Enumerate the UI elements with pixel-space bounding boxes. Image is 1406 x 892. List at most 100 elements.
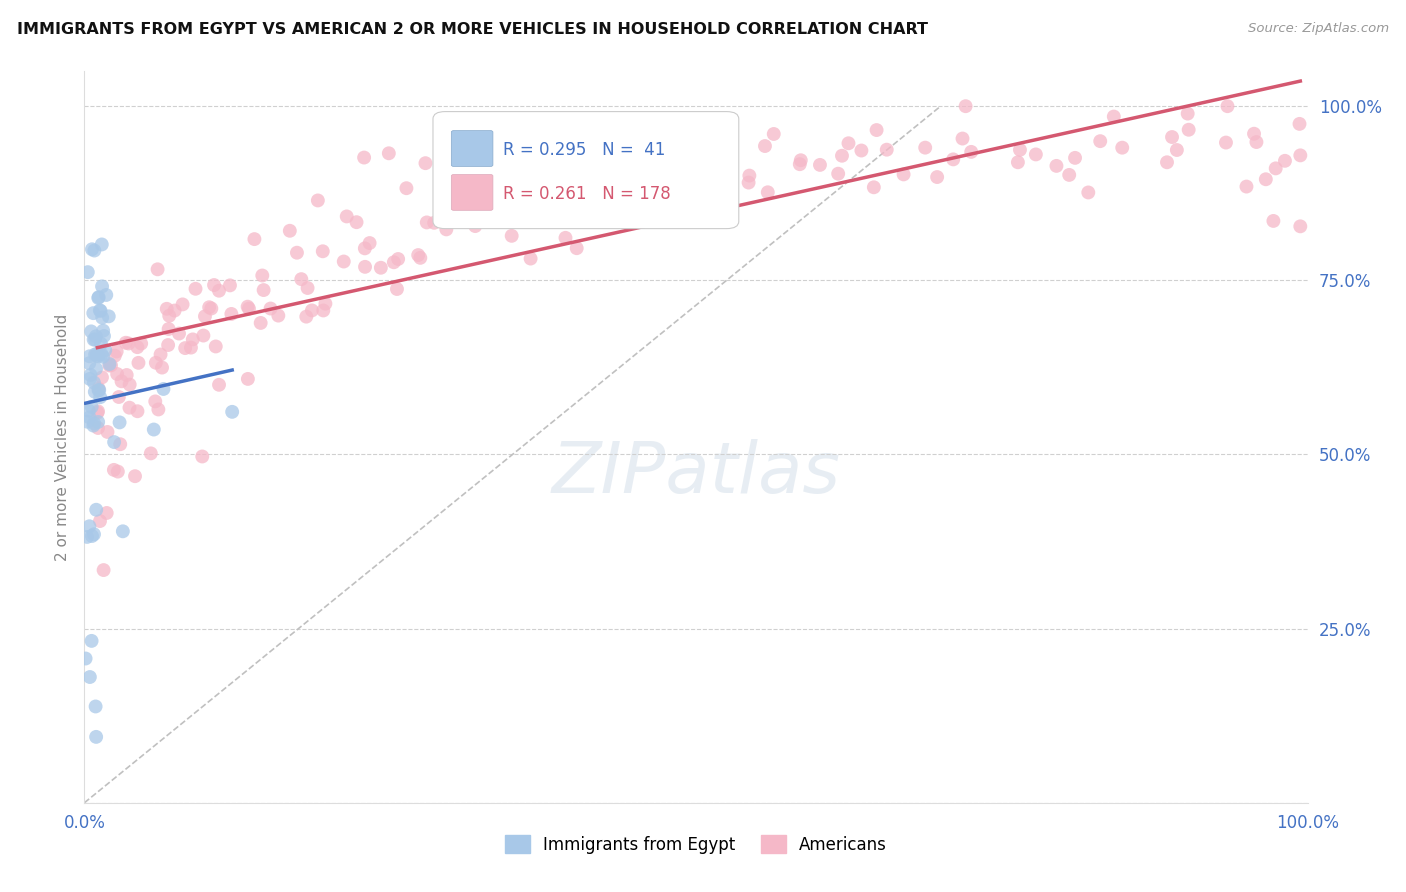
Americans (415, 156, 437, 170)
Americans (654, 153, 676, 167)
Immigrants from Egypt (84, 699, 107, 714)
Americans (789, 157, 811, 171)
Americans (353, 151, 375, 165)
Americans (114, 335, 136, 350)
Americans (194, 310, 217, 324)
Americans (267, 309, 290, 323)
FancyBboxPatch shape (451, 130, 494, 167)
Americans (105, 344, 128, 359)
Immigrants from Egypt (86, 349, 108, 363)
Americans (893, 168, 915, 182)
Immigrants from Egypt (96, 288, 118, 302)
Americans (851, 144, 873, 158)
Americans (464, 219, 486, 233)
Americans (219, 278, 242, 293)
Americans (172, 297, 194, 311)
Americans (117, 336, 139, 351)
Americans (156, 301, 179, 316)
Americans (484, 162, 506, 177)
Americans (1057, 168, 1080, 182)
Americans (1264, 161, 1286, 176)
Immigrants from Egypt (76, 530, 98, 544)
Americans (314, 296, 336, 310)
Americans (127, 356, 149, 370)
Americans (180, 341, 202, 355)
Americans (378, 146, 401, 161)
Immigrants from Egypt (76, 265, 98, 279)
Americans (560, 202, 582, 216)
Americans (565, 186, 588, 201)
Americans (530, 202, 553, 216)
Americans (191, 450, 214, 464)
Text: R = 0.261   N = 178: R = 0.261 N = 178 (503, 186, 671, 203)
Immigrants from Egypt (83, 244, 105, 258)
Americans (644, 181, 666, 195)
Americans (1254, 172, 1277, 186)
Americans (960, 145, 983, 159)
Americans (482, 169, 505, 184)
Americans (127, 340, 149, 354)
Immigrants from Egypt (142, 423, 165, 437)
Americans (243, 232, 266, 246)
Americans (613, 186, 636, 200)
Text: R = 0.295   N =  41: R = 0.295 N = 41 (503, 141, 665, 160)
Americans (181, 332, 204, 346)
Americans (565, 241, 588, 255)
Immigrants from Egypt (152, 382, 174, 396)
Americans (673, 193, 696, 207)
Americans (110, 437, 132, 451)
Americans (301, 303, 323, 318)
Immigrants from Egypt (84, 361, 107, 376)
Americans (827, 167, 849, 181)
Americans (238, 301, 260, 316)
Americans (157, 338, 180, 352)
Americans (150, 360, 173, 375)
Immigrants from Egypt (87, 415, 110, 429)
Americans (385, 282, 408, 296)
Americans (110, 374, 132, 388)
Americans (434, 222, 457, 236)
Americans (200, 301, 222, 316)
Americans (1161, 130, 1184, 145)
Immigrants from Egypt (76, 415, 98, 429)
Americans (1263, 214, 1285, 228)
Y-axis label: 2 or more Vehicles in Household: 2 or more Vehicles in Household (55, 313, 70, 561)
Americans (290, 272, 312, 286)
Americans (697, 115, 720, 129)
Americans (118, 377, 141, 392)
Americans (700, 164, 723, 178)
Immigrants from Egypt (103, 435, 125, 450)
Immigrants from Egypt (79, 349, 101, 363)
Americans (1289, 219, 1312, 234)
Immigrants from Egypt (79, 356, 101, 370)
Americans (831, 149, 853, 163)
Americans (1111, 141, 1133, 155)
Americans (332, 254, 354, 268)
Americans (295, 310, 318, 324)
Immigrants from Egypt (84, 333, 107, 347)
Immigrants from Egypt (221, 405, 243, 419)
Immigrants from Egypt (89, 390, 111, 404)
Americans (145, 356, 167, 370)
Americans (236, 372, 259, 386)
Americans (589, 186, 612, 201)
Immigrants from Egypt (84, 502, 107, 516)
Immigrants from Egypt (83, 527, 105, 541)
Americans (100, 359, 122, 373)
Americans (1236, 179, 1258, 194)
Immigrants from Egypt (89, 303, 111, 318)
Immigrants from Egypt (82, 418, 104, 433)
Immigrants from Egypt (83, 376, 105, 390)
Americans (482, 180, 505, 194)
Immigrants from Egypt (90, 303, 112, 318)
Americans (202, 278, 225, 293)
Immigrants from Egypt (84, 347, 107, 361)
Immigrants from Egypt (79, 368, 101, 382)
Americans (619, 152, 641, 166)
Americans (236, 300, 259, 314)
Immigrants from Egypt (83, 333, 105, 347)
Immigrants from Egypt (108, 416, 131, 430)
Americans (163, 303, 186, 318)
Americans (1166, 143, 1188, 157)
Americans (312, 244, 335, 259)
